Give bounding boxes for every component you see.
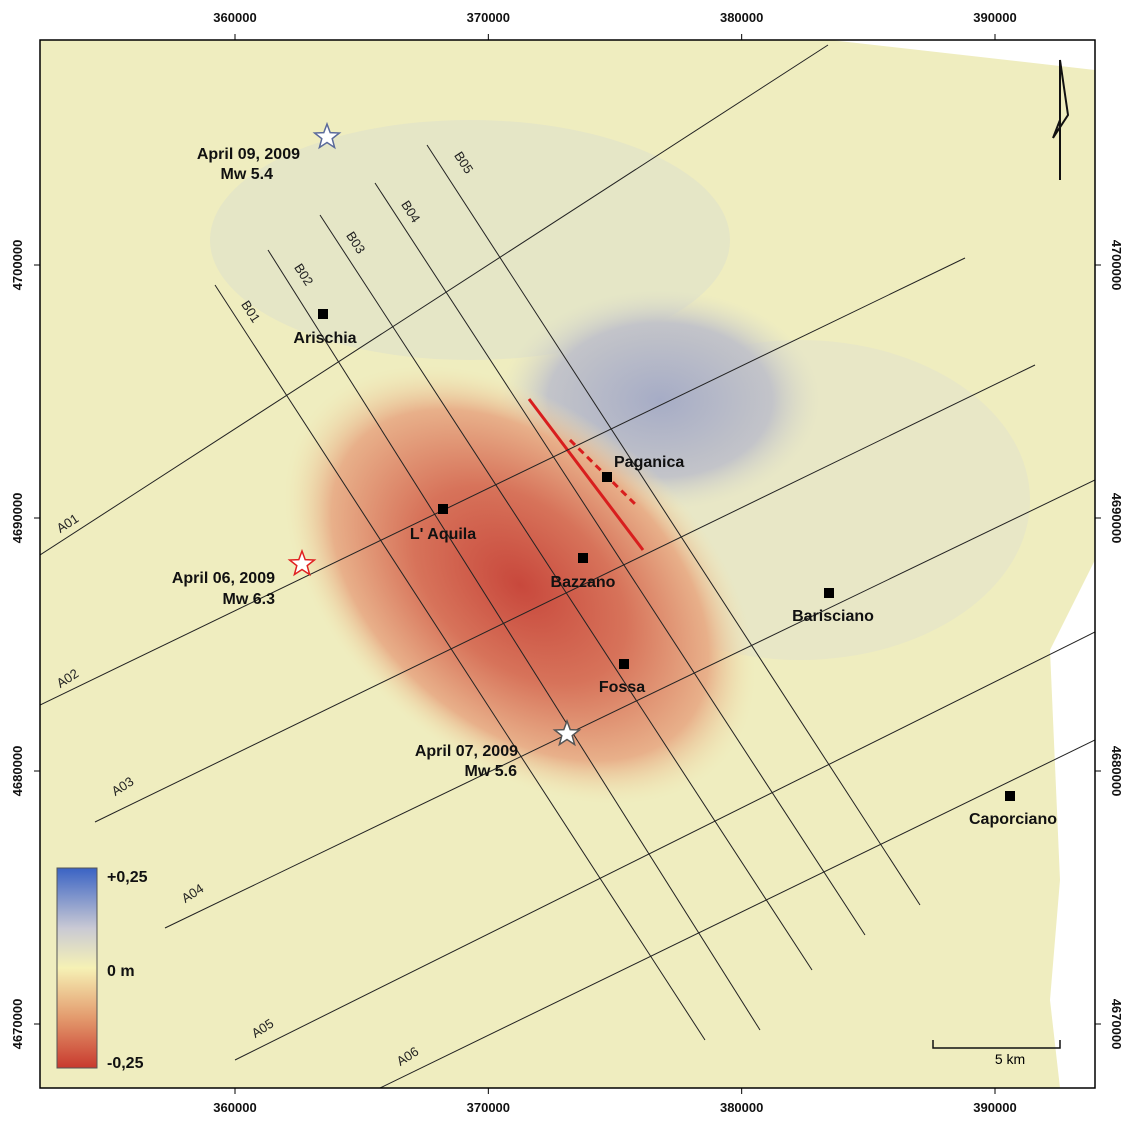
x-tick-label: 380000: [720, 1100, 763, 1115]
town-marker: [619, 659, 629, 669]
map: +0,25 0 m -0,25 5 km 360000 360000 370000 3…: [0, 0, 1126, 1120]
legend-label: +0,25: [107, 869, 148, 886]
town-marker: [438, 504, 448, 514]
scale-label: 5 km: [995, 1051, 1025, 1067]
event-date: April 07, 2009: [415, 743, 518, 760]
town-marker: [602, 472, 612, 482]
x-tick-label: 390000: [973, 10, 1016, 25]
town-marker: [318, 309, 328, 319]
y-tick-label: 4690000: [10, 493, 25, 544]
event-date: April 06, 2009: [172, 570, 275, 587]
legend-label: 0 m: [107, 963, 135, 980]
x-tick-label: 370000: [467, 1100, 510, 1115]
town-label: Paganica: [614, 454, 684, 471]
y-tick-label: 4690000: [1109, 493, 1124, 544]
town-marker: [578, 553, 588, 563]
event-date: April 09, 2009: [197, 146, 300, 163]
town-label: L' Aquila: [410, 526, 476, 543]
town-marker: [1005, 791, 1015, 801]
town-label: Barisciano: [792, 608, 874, 625]
town-label: Arischia: [293, 330, 356, 347]
town-label: Fossa: [599, 679, 645, 696]
x-tick-label: 390000: [973, 1100, 1016, 1115]
event-magnitude: Mw 5.6: [465, 763, 518, 780]
map-content: [40, 40, 1095, 1088]
town-label: Bazzano: [551, 574, 616, 591]
x-tick-label: 360000: [213, 10, 256, 25]
y-tick-label: 4700000: [1109, 240, 1124, 291]
event-magnitude: Mw 5.4: [221, 166, 274, 183]
y-tick-label: 4680000: [1109, 746, 1124, 797]
legend-label: -0,25: [107, 1055, 144, 1072]
y-tick-label: 4700000: [10, 240, 25, 291]
y-tick-label: 4680000: [10, 746, 25, 797]
y-tick-label: 4670000: [1109, 999, 1124, 1050]
town-marker: [824, 588, 834, 598]
event-magnitude: Mw 6.3: [223, 591, 276, 608]
legend-colorbar: [57, 868, 97, 1068]
town-label: Caporciano: [969, 811, 1057, 828]
x-tick-label: 380000: [720, 10, 763, 25]
y-tick-label: 4670000: [10, 999, 25, 1050]
x-tick-label: 370000: [467, 10, 510, 25]
x-tick-label: 360000: [213, 1100, 256, 1115]
